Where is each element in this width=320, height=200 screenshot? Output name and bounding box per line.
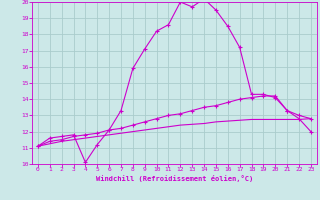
X-axis label: Windchill (Refroidissement éolien,°C): Windchill (Refroidissement éolien,°C): [96, 175, 253, 182]
